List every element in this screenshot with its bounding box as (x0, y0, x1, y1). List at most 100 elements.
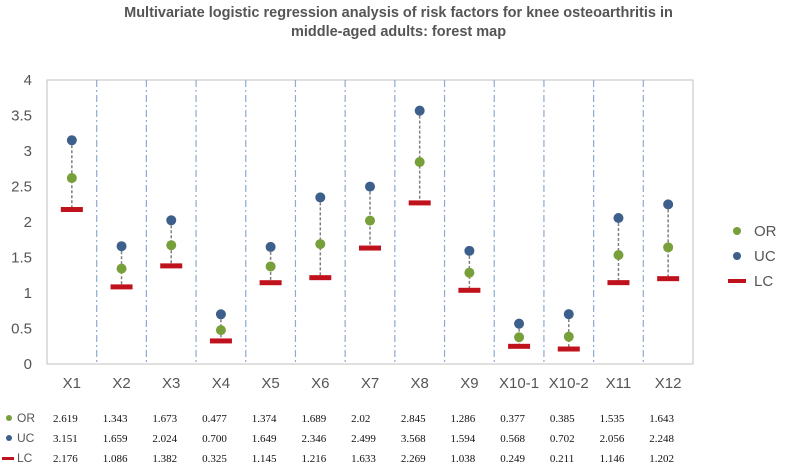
or-point (514, 332, 525, 343)
table-cell: 0.211 (550, 453, 574, 465)
lc-mark (209, 338, 232, 344)
table-cell: 1.146 (600, 453, 625, 465)
table-cell: 2.248 (649, 433, 674, 445)
y-tick-label: 2 (24, 214, 32, 231)
table-cell: 1.202 (649, 453, 674, 465)
legend-marker-or (733, 227, 741, 235)
table-cell: 1.673 (152, 413, 177, 425)
table-cell: 0.385 (550, 413, 575, 425)
or-point (166, 240, 177, 251)
uc-point (215, 309, 226, 320)
table-cell: 1.374 (252, 413, 277, 425)
y-tick-label: 0.5 (11, 321, 32, 338)
or-point (215, 325, 226, 336)
table-cell: 1.145 (252, 453, 277, 465)
lc-mark (309, 275, 332, 281)
table-row-label-uc: UC (17, 431, 35, 445)
table-cell: 2.619 (53, 413, 78, 425)
lc-mark (110, 284, 133, 290)
table-cell: 1.594 (451, 433, 476, 445)
legend-label-lc: LC (754, 273, 773, 290)
or-point (563, 331, 574, 342)
or-point (613, 250, 624, 261)
legend-label-uc: UC (754, 248, 776, 265)
plot-border (46, 79, 694, 365)
uc-point (514, 318, 525, 329)
y-axis: 0 0.5 1 1.5 2 2.5 3 3.5 4 (11, 72, 32, 373)
uc-point (414, 105, 425, 116)
y-tick-label: 1.5 (11, 250, 32, 267)
or-point (663, 242, 674, 253)
or-point (365, 215, 375, 226)
lc-mark (259, 280, 282, 286)
table-cell: 3.568 (401, 433, 426, 445)
or-point (116, 263, 127, 274)
table-cell: 0.249 (500, 453, 525, 465)
x-tick-label: X10-1 (499, 375, 539, 392)
y-tick-label: 1 (24, 285, 32, 302)
uc-point (315, 192, 326, 203)
y-tick-label: 4 (24, 72, 32, 89)
x-tick-label: X10-2 (549, 375, 589, 392)
table-cell: 1.086 (103, 453, 128, 465)
lc-mark (607, 280, 630, 286)
table-cell: 0.477 (202, 413, 227, 425)
table-cell: 2.269 (401, 453, 426, 465)
table-cell: 3.151 (53, 433, 78, 445)
x-tick-label: X11 (606, 375, 632, 392)
uc-point (66, 135, 77, 146)
table-cell: 0.377 (500, 413, 525, 425)
x-tick-label: X9 (460, 375, 478, 392)
uc-point (663, 199, 674, 210)
legend-label-or: OR (754, 223, 777, 240)
x-tick-label: X1 (63, 375, 81, 392)
chart-title: Multivariate logistic regression analysi… (0, 4, 797, 42)
table-cell: 1.689 (301, 413, 326, 425)
table-cell: 2.499 (351, 433, 376, 445)
or-point (66, 173, 77, 184)
or-point (464, 267, 475, 278)
table-marker-or (6, 415, 12, 421)
table-cell: 1.343 (103, 413, 128, 425)
legend-marker-uc (733, 252, 741, 260)
uc-point (563, 309, 574, 320)
or-point (414, 157, 425, 168)
lc-mark (557, 346, 580, 352)
table-cell: 1.382 (152, 453, 177, 465)
data-table: OR 2.619 1.343 1.673 0.477 1.374 1.689 2.02 2.84… (2, 411, 675, 465)
x-tick-label: X4 (212, 375, 230, 392)
chart-title-line2: middle-aged adults: forest map (290, 24, 507, 40)
table-cell: 2.024 (152, 433, 177, 445)
table-cell: 1.038 (451, 453, 476, 465)
lc-mark (508, 343, 531, 349)
lc-mark (408, 200, 431, 206)
y-tick-label: 3.5 (11, 108, 32, 125)
or-point (265, 261, 276, 272)
table-cell: 1.216 (301, 453, 326, 465)
table-cell: 2.176 (53, 453, 78, 465)
lc-mark (458, 287, 481, 293)
table-cell: 1.659 (103, 433, 128, 445)
x-tick-label: X6 (311, 375, 329, 392)
lc-mark (60, 207, 83, 213)
table-marker-lc (2, 457, 14, 460)
table-cell: 1.633 (351, 453, 376, 465)
table-cell: 1.649 (252, 433, 277, 445)
x-tick-label: X2 (112, 375, 130, 392)
or-point (315, 239, 326, 250)
x-axis: X1 X2 X3 X4 X5 X6 X7 X8 X9 X10-1 X10-2 X11 X12 (63, 375, 682, 392)
x-tick-label: X5 (261, 375, 279, 392)
x-tick-label: X8 (411, 375, 429, 392)
lc-mark (657, 276, 680, 282)
table-row-label-or: OR (17, 411, 35, 425)
table-cell: 1.286 (451, 413, 476, 425)
column-separators (96, 80, 644, 364)
y-tick-label: 3 (24, 143, 32, 160)
table-cell: 2.056 (600, 433, 625, 445)
plot-frame (46, 79, 694, 365)
uc-point (116, 241, 127, 252)
table-cell: 1.643 (649, 413, 674, 425)
legend-marker-lc (728, 279, 746, 283)
data-marks (60, 105, 680, 352)
y-tick-label: 2.5 (11, 179, 32, 196)
